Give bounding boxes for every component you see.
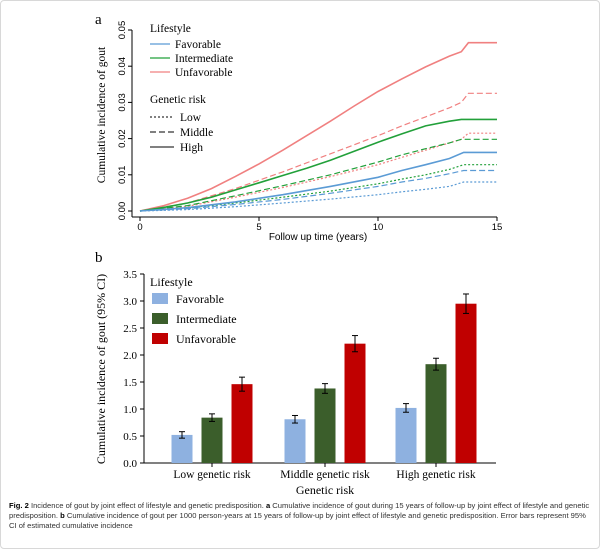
legend-low-label: Low [180,112,202,124]
panel-a-axes: 0 5 10 15 0.00 0.01 0.02 0.03 0.04 0.05 [117,21,502,233]
legend-b-intermediate-label: Intermediate [176,312,237,326]
panel-b-y-tick-label: 0.0 [123,458,137,470]
panel-a-y-tick-label: 0.03 [117,93,128,112]
panel-a-y-tick-label: 0.04 [117,57,128,76]
panel-b-y-tick-label: 0.5 [123,431,137,443]
panel-a-x-tick-label: 10 [373,222,384,233]
bar-favorable [171,434,193,463]
legend-high-label: High [180,142,203,154]
panel-b-label: b [95,250,103,266]
series-line-unfavorable-middle [139,92,497,212]
series-line-unfavorable-high [139,41,497,212]
legend-middle-label: Middle [180,127,213,139]
panel-b-y-axis-label: Cumulative incidence of gout (95% CI) [94,274,108,464]
panel-b-y-tick-label: 2.0 [123,350,137,362]
series-line-favorable-middle [139,169,497,212]
panel-b-y-tick-label: 2.5 [123,323,137,335]
panel-a-y-axis-label: Cumulative incidence of gout [96,46,108,183]
panel-b-y-tick-label: 1.5 [123,377,137,389]
caption-text-2: Cumulative incidence of gout during 15 y… [9,501,590,520]
panel-b-x-tick-label: Low genetic risk [173,469,251,481]
panel-b-x-axis-label: Genetic risk [296,483,354,497]
series-line-intermediate-low [139,164,497,212]
legend-unfavorable-label: Unfavorable [175,67,232,79]
legend-lifestyle-title: Lifestyle [150,23,191,35]
panel-a-legend: Lifestyle Favorable Intermediate Unfavor… [150,23,233,154]
series-line-intermediate-high [139,118,497,212]
legend-b-favorable-label: Favorable [176,292,224,306]
bar-favorable [284,419,306,463]
panel-b-x-tick-label: High genetic risk [396,469,475,481]
legend-b-favorable-swatch [152,293,168,304]
panel-b-y-tick-label: 3.5 [123,269,137,281]
panel-b-legend: Lifestyle Favorable Intermediate Unfavor… [150,275,237,346]
panel-b-axes: 0.0 0.5 1.0 1.5 2.0 2.5 3.0 3.5 Low genetic risk… [123,269,496,481]
caption-fig-label: Fig. 2 [9,501,29,510]
caption-a-label: a [265,501,271,510]
caption-text-3: Cumulative incidence of gout per 1000 pe… [9,511,586,530]
panel-b-bars [171,293,477,463]
bar-intermediate [425,364,447,463]
series-line-favorable-high [139,151,497,212]
panel-a-x-axis-label: Follow up time (years) [269,232,367,243]
bar-unfavorable [231,384,253,463]
panel-a-x-tick-label: 5 [256,222,261,233]
panel-a-lines [139,41,497,212]
series-line-intermediate-middle [139,138,497,212]
bar-unfavorable [344,343,366,463]
panel-a-y-tick-label: 0.01 [117,166,128,185]
panel-b-y-tick-label: 3.0 [123,296,137,308]
bar-intermediate [314,388,336,463]
legend-b-title: Lifestyle [150,275,193,289]
bar-intermediate [201,417,223,463]
series-line-unfavorable-low [139,132,497,212]
panel-a-x-tick-label: 0 [137,222,142,233]
panel-b-x-tick-label: Middle genetic risk [280,469,370,481]
bar-unfavorable [455,303,477,463]
bar-favorable [395,407,417,463]
legend-b-intermediate-swatch [152,313,168,324]
panel-a-label: a [95,12,102,28]
panel-a-x-tick-label: 15 [492,222,503,233]
figure-caption: Fig. 2 Incidence of gout by joint effect… [9,501,591,531]
panel-a-y-tick-label: 0.00 [117,202,128,221]
legend-intermediate-label: Intermediate [175,53,233,65]
caption-b-label: b [60,511,65,520]
legend-b-unfavorable-label: Unfavorable [176,332,236,346]
legend-b-unfavorable-swatch [152,333,168,344]
legend-favorable-label: Favorable [175,39,221,51]
panel-b-y-tick-label: 1.0 [123,404,137,416]
legend-genetic-title: Genetic risk [150,94,206,106]
panel-a-y-tick-label: 0.02 [117,129,128,148]
caption-text-1: Incidence of gout by joint effect of lif… [28,501,266,510]
panel-a-y-tick-label: 0.05 [117,21,128,40]
